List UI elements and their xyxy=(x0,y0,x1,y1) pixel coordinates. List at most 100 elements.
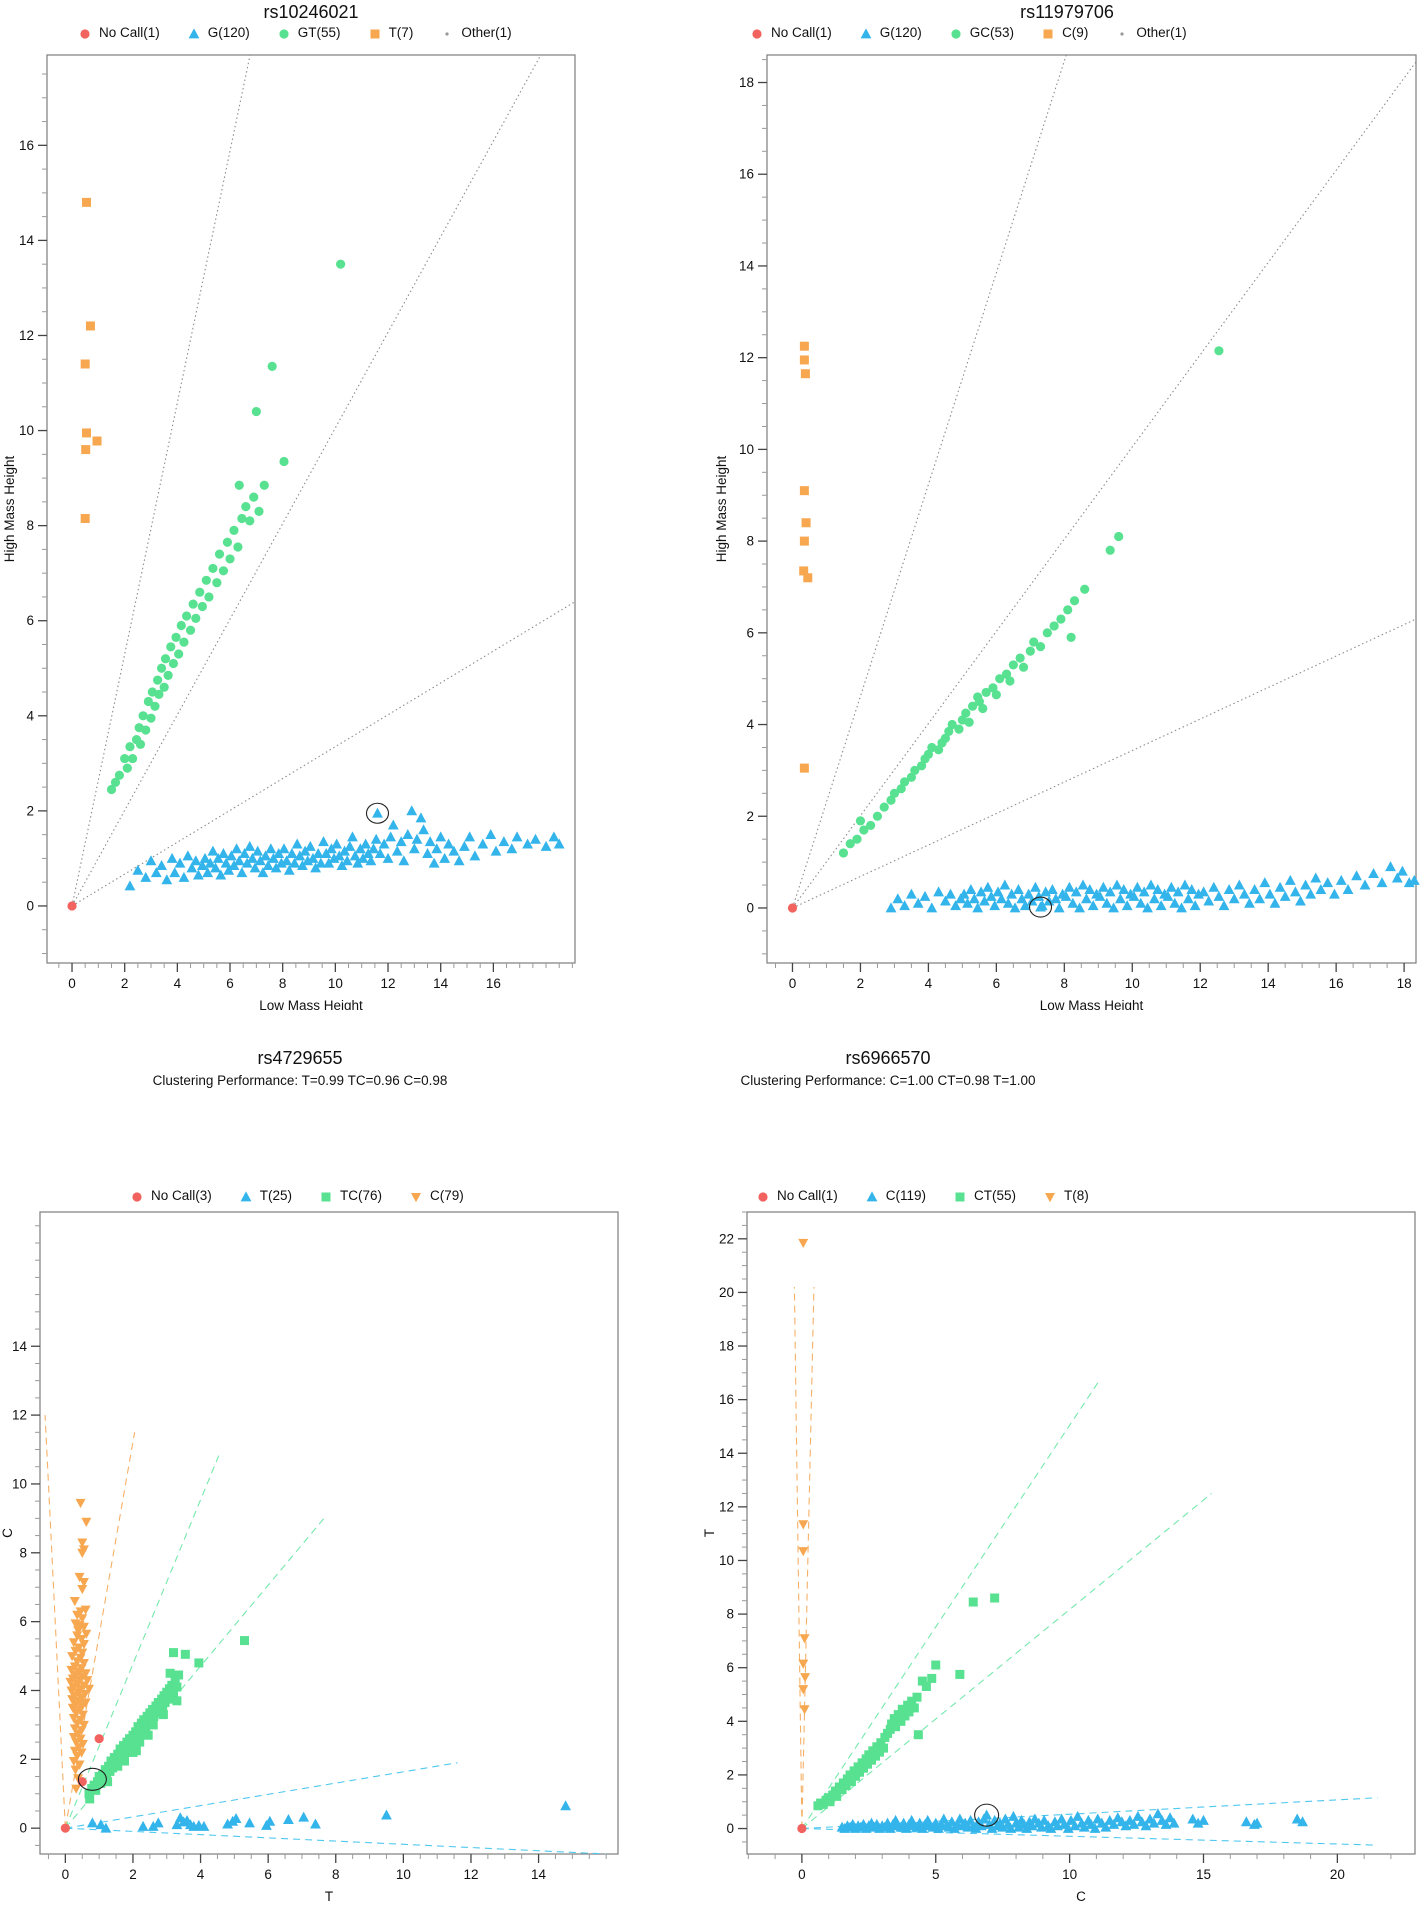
x-tick-label: 6 xyxy=(226,976,234,991)
data-point-GC xyxy=(1069,596,1080,606)
data-point-G xyxy=(1097,881,1109,892)
data-point-G xyxy=(1131,881,1143,892)
data-point-C xyxy=(77,1614,88,1624)
data-point-G xyxy=(1274,881,1286,892)
data-point-C xyxy=(68,1638,79,1648)
data-point-G xyxy=(1138,886,1150,897)
x-tick-label: 12 xyxy=(1193,976,1208,991)
data-point-TC xyxy=(172,1682,182,1692)
data-point-G xyxy=(315,857,327,868)
data-point-GC xyxy=(852,834,862,844)
data-point-T xyxy=(800,1673,811,1683)
data-point-GT xyxy=(160,654,171,664)
data-point-G xyxy=(1050,893,1062,904)
data-point-GT xyxy=(138,711,148,721)
data-point-C xyxy=(78,1720,89,1731)
data-point-C xyxy=(799,536,809,546)
data-point-TC xyxy=(120,1756,130,1766)
data-point-G xyxy=(448,845,460,856)
data-point-G xyxy=(265,843,277,854)
data-point-G xyxy=(1087,900,1099,911)
panel-rs6966570: rs6966570 Clustering Performance: C=1.00… xyxy=(690,1042,1422,1910)
series-C xyxy=(65,1498,95,1794)
data-point-C xyxy=(1045,1822,1057,1833)
boundary-line xyxy=(64,1454,220,1829)
data-point-GC xyxy=(974,697,984,707)
data-point-G xyxy=(281,855,293,866)
data-point-GT xyxy=(237,513,247,524)
x-axis-title: Low Mass Height xyxy=(259,998,363,1010)
data-point-CT xyxy=(876,1738,886,1748)
y-tick-label: 0 xyxy=(26,898,34,913)
boundary-line xyxy=(793,1287,803,1829)
selection-circle xyxy=(365,802,390,824)
chart-title-block: rs6966570 Clustering Performance: C=1.00… xyxy=(708,1048,1068,1088)
data-point-T xyxy=(82,428,92,438)
data-point-G xyxy=(1269,897,1281,908)
scatter-plot-rs10246021[interactable]: 0 2 4 6 8 10 12 14 16 0 2 4 6 8 10 12 14 16 Low Mass Heigh… xyxy=(0,45,622,1010)
data-point-C xyxy=(1100,1821,1112,1832)
data-point-G xyxy=(972,902,984,913)
data-point-T xyxy=(137,1820,149,1831)
data-point-G xyxy=(1114,893,1126,904)
scatter-plot-rs4729655[interactable]: 0 2 4 6 8 10 12 14 0 2 4 6 8 10 12 14 T C xyxy=(0,1207,660,1907)
data-point-GC xyxy=(940,733,950,743)
scatter-plot-rs6966570[interactable]: 0 5 10 15 20 0 2 4 6 8 10 12 14 16 18 20 22 C T xyxy=(690,1207,1422,1907)
data-point-TC xyxy=(103,1777,113,1787)
data-point-G xyxy=(945,888,956,899)
data-point-G xyxy=(477,838,489,849)
y-tick-label: 14 xyxy=(719,1446,735,1461)
data-point-G xyxy=(530,833,541,844)
y-tick-label: 2 xyxy=(19,1752,27,1767)
data-point-G xyxy=(1009,902,1021,913)
data-point-G xyxy=(1239,888,1250,899)
data-point-GC xyxy=(838,848,849,858)
data-point-T xyxy=(222,1818,233,1829)
boundary-line xyxy=(71,55,542,907)
data-point-GC xyxy=(988,683,998,693)
data-point-GT xyxy=(254,506,264,516)
x-tick-label: 4 xyxy=(174,976,182,991)
data-point-G xyxy=(458,840,470,851)
data-point-G xyxy=(962,897,973,908)
x-tick-label: 2 xyxy=(857,976,865,991)
data-point-G xyxy=(249,862,261,873)
data-point-GC xyxy=(1080,584,1090,594)
plot-box xyxy=(46,54,576,964)
data-point-GC xyxy=(1005,676,1015,686)
x-tick-label: 14 xyxy=(531,1867,547,1882)
data-point-TC xyxy=(85,1794,95,1804)
legend-item: No Call(1) xyxy=(750,25,832,40)
data-point-G xyxy=(1104,886,1116,897)
data-point-GT xyxy=(195,587,205,597)
chart-title: rs10246021 xyxy=(263,2,359,22)
data-point-GC xyxy=(967,701,978,711)
data-point-G xyxy=(385,831,397,842)
dot-legend-icon xyxy=(445,31,449,36)
data-point-GT xyxy=(179,637,189,647)
y-tick-label: 10 xyxy=(739,442,754,457)
legend-item: No Call(1) xyxy=(756,1188,838,1203)
legend-marker xyxy=(321,1192,331,1201)
data-point-GT xyxy=(201,575,211,585)
data-point-C xyxy=(799,341,809,351)
legend-item: GT(55) xyxy=(277,25,341,40)
data-point-T xyxy=(95,1819,107,1830)
data-point-G xyxy=(262,859,274,870)
data-point-G xyxy=(199,852,211,863)
data-point-G xyxy=(260,850,271,861)
data-point-G xyxy=(422,848,433,859)
data-point-C xyxy=(77,1648,88,1658)
data-point-G xyxy=(1189,900,1201,911)
data-point-GC xyxy=(896,784,906,794)
data-point-G xyxy=(1165,881,1177,892)
data-point-G xyxy=(193,869,204,880)
data-point-C xyxy=(1168,1817,1180,1828)
data-point-TC xyxy=(194,1658,204,1668)
data-point-C xyxy=(78,1640,89,1650)
legend-marker xyxy=(752,28,762,39)
scatter-plot-rs11979706[interactable]: 0 2 4 6 8 10 12 14 16 18 0 2 4 6 8 10 12 14 16 18 Low Mass H… xyxy=(712,45,1422,1010)
data-point-G xyxy=(511,831,523,842)
legend-marker xyxy=(951,28,961,39)
data-point-TC xyxy=(128,1747,138,1757)
